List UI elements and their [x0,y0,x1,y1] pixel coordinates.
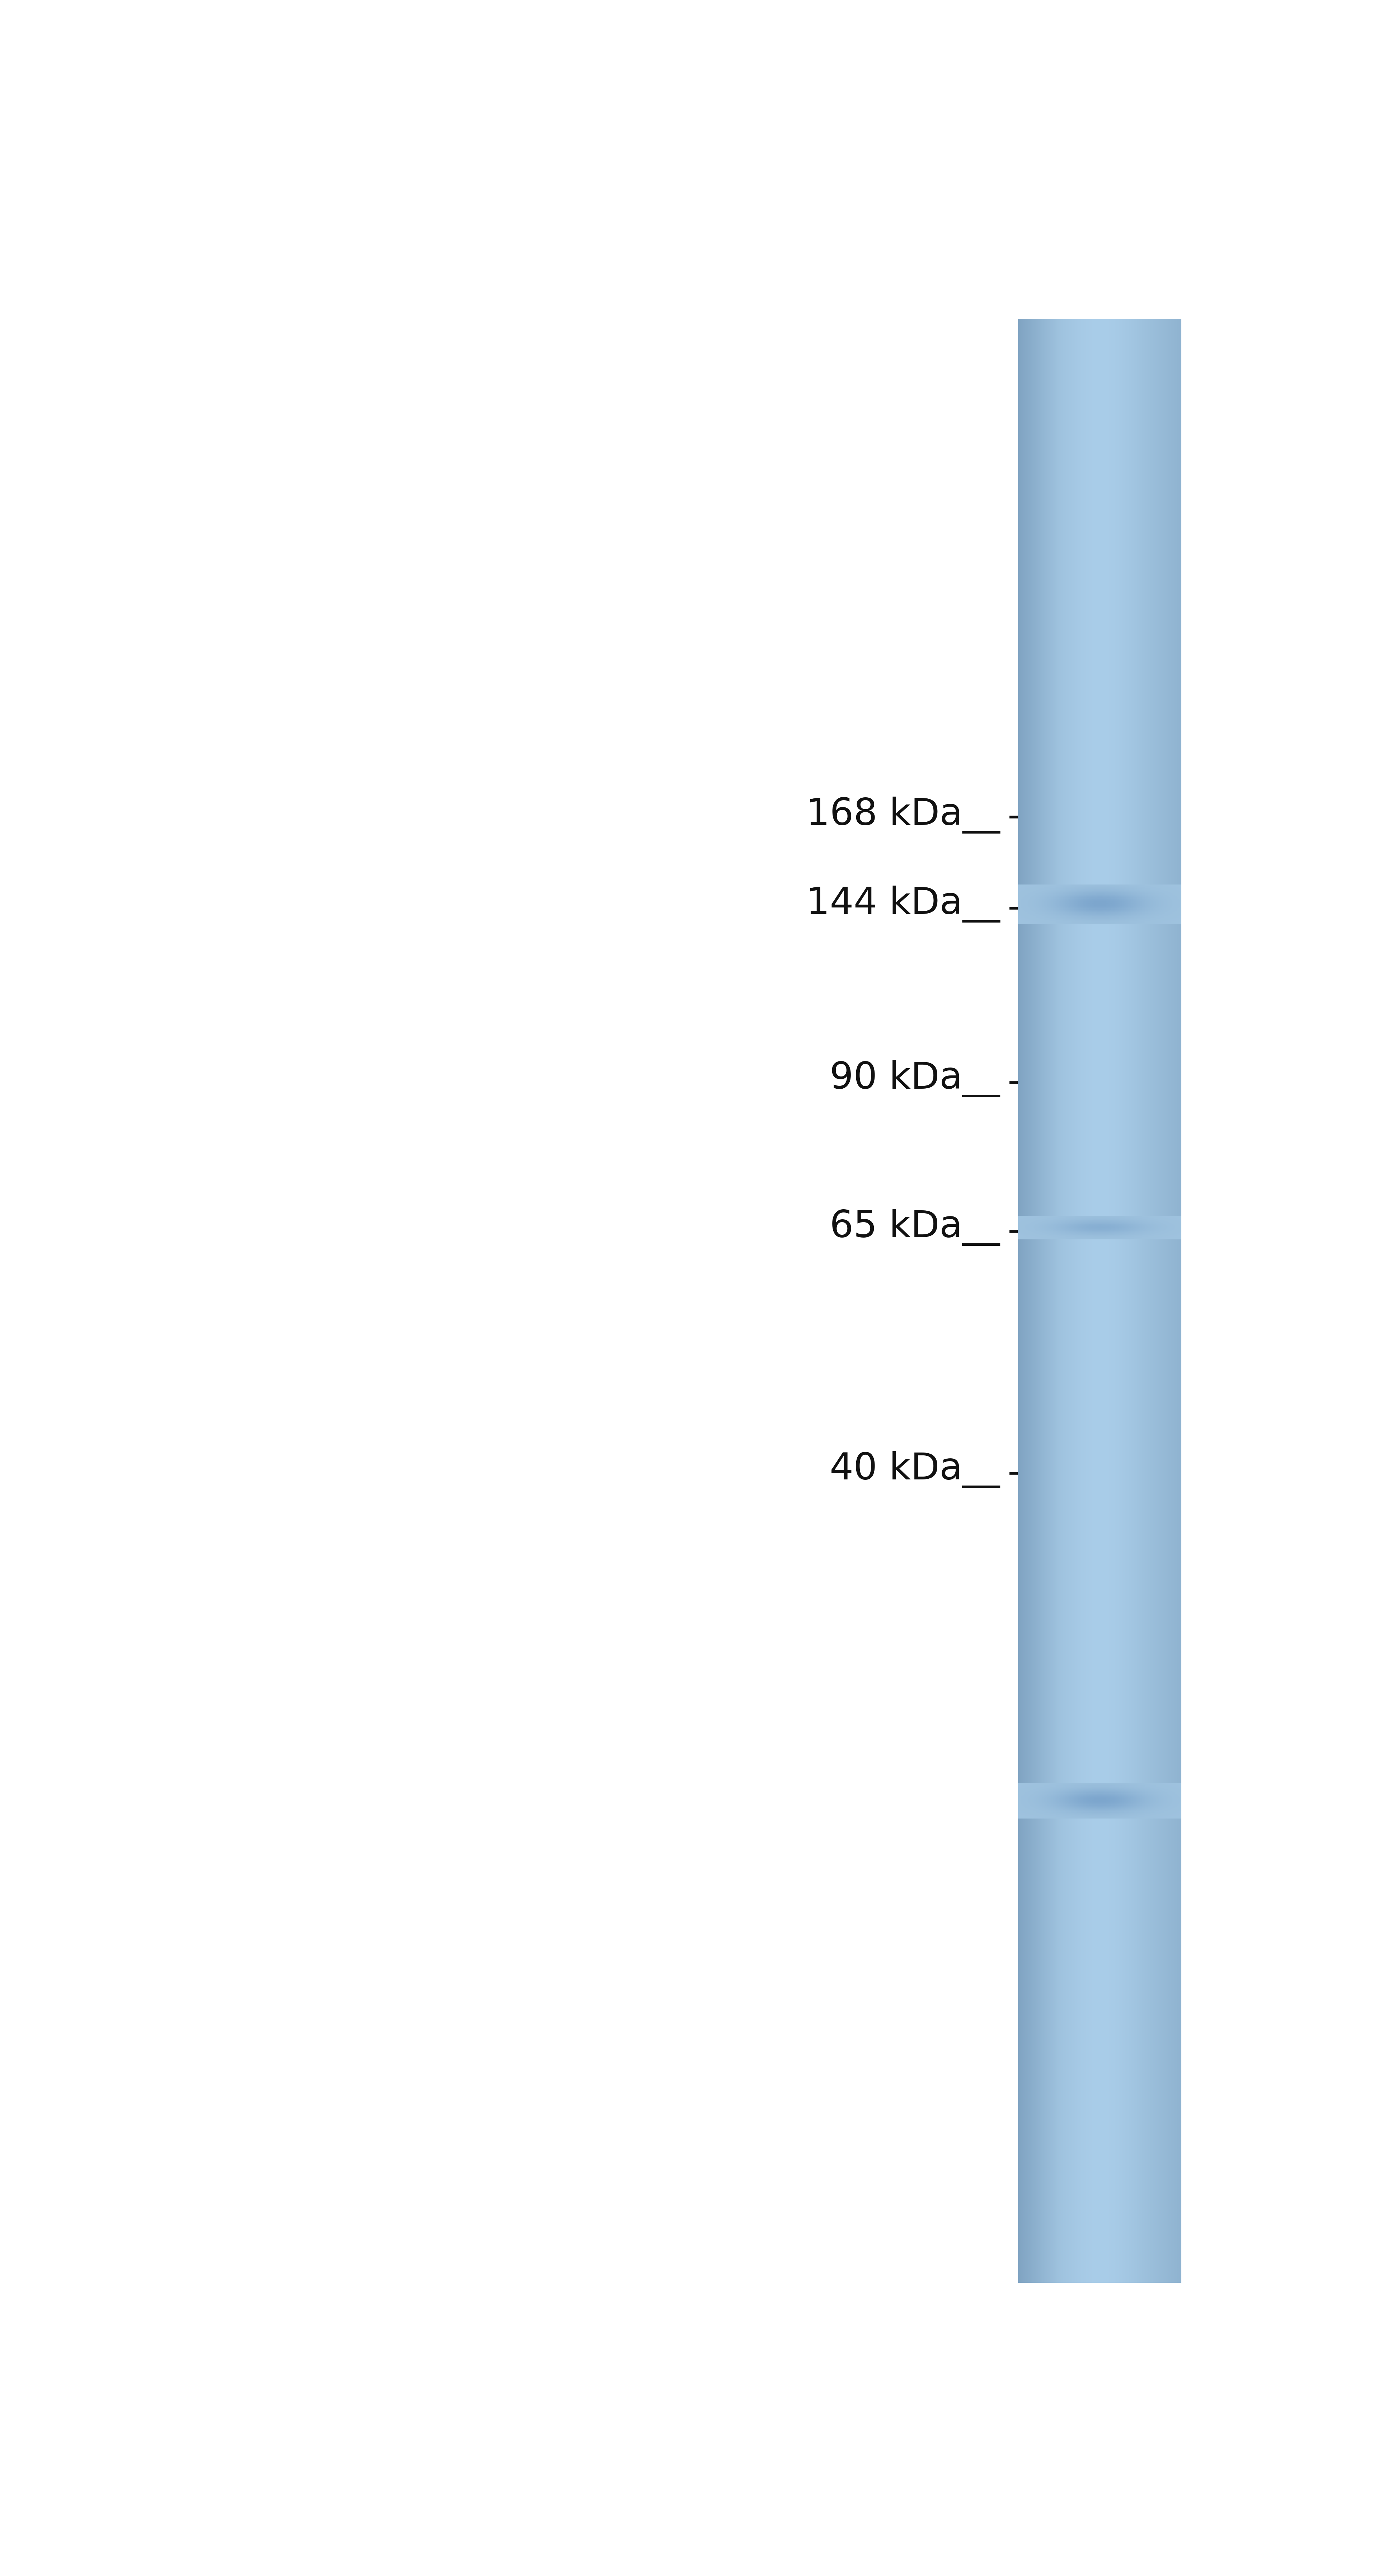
Text: 144 kDa__: 144 kDa__ [806,886,1000,922]
Text: 65 kDa__: 65 kDa__ [830,1208,1000,1247]
Text: 40 kDa__: 40 kDa__ [830,1450,1000,1489]
Text: 90 kDa__: 90 kDa__ [830,1061,1000,1097]
Text: 168 kDa__: 168 kDa__ [806,796,1000,835]
